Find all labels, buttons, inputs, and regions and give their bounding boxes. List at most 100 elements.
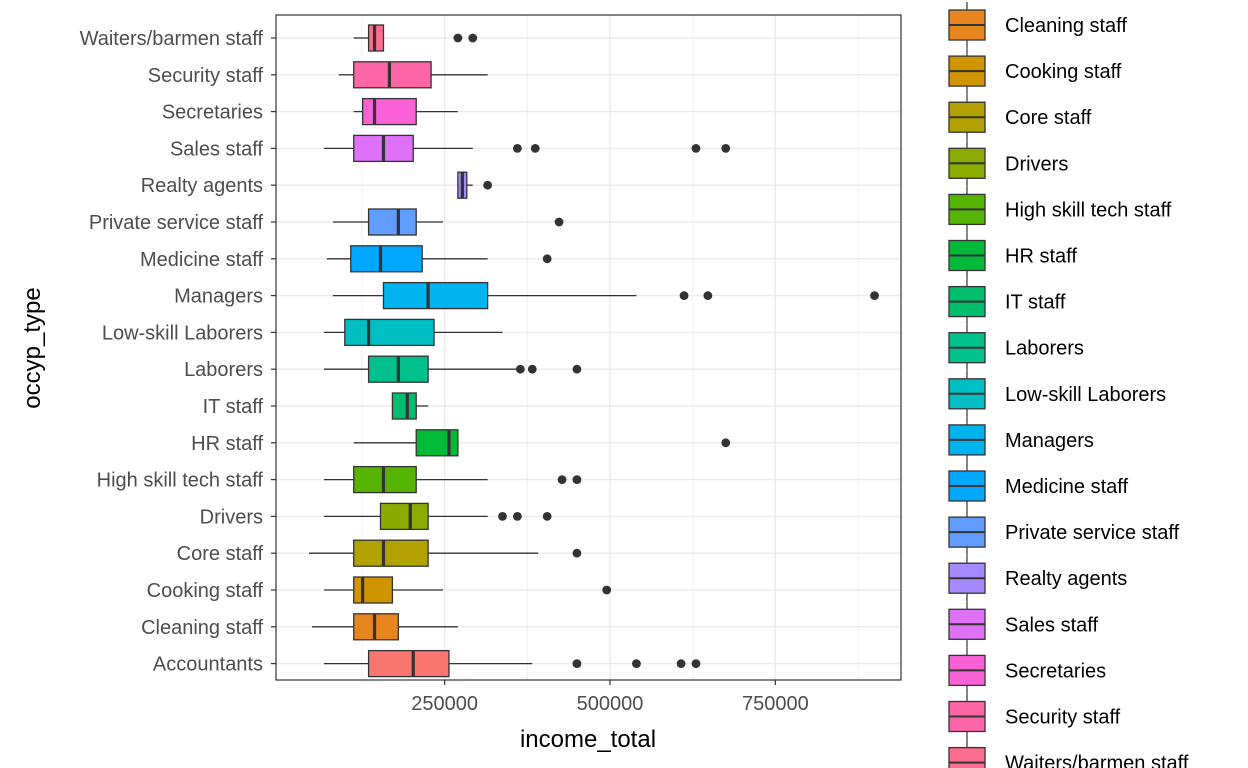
y-tick-label: Waiters/barmen staff [80, 28, 264, 50]
box-private-service-staff [332, 208, 564, 236]
y-tick-label: Drivers [200, 506, 263, 528]
boxes [309, 24, 879, 678]
legend-key-box [948, 746, 986, 768]
legend-label: Realty agents [1005, 568, 1127, 590]
outlier-point [542, 254, 552, 264]
legend-label: Cooking staff [1005, 61, 1122, 83]
outlier-point [515, 364, 525, 374]
legend-item: Medicine staff [948, 463, 1128, 509]
legend-item: Waiters/barmen staff [948, 739, 1189, 768]
x-axis-ticks: 250000 500000 750000 [411, 680, 809, 715]
box-realty-agents [457, 171, 493, 199]
box-sales-staff [323, 134, 731, 163]
outlier-point [554, 217, 564, 227]
box-iqr [344, 318, 435, 347]
outlier-point [572, 475, 582, 484]
legend-label: Drivers [1005, 153, 1068, 175]
y-tick-label: HR staff [191, 433, 263, 455]
outlier-point [632, 659, 641, 668]
legend-item: Security staff [948, 693, 1121, 740]
legend-label: Private service staff [1005, 522, 1180, 544]
y-tick-label: IT staff [203, 396, 264, 418]
legend: Cleaning staff Cooking staff Core staff Dri… [948, 2, 1189, 768]
box-security-staff [338, 61, 488, 89]
box-iqr [350, 245, 423, 273]
box-iqr [415, 429, 459, 457]
x-axis-title: income_total [520, 726, 656, 753]
box-high-skill-tech-staff [323, 465, 582, 494]
outlier-point [679, 291, 689, 300]
box-cleaning-staff [312, 613, 458, 641]
legend-label: IT staff [1005, 292, 1066, 314]
box-cooking-staff [323, 576, 612, 604]
y-tick-label: Secretaries [162, 102, 263, 124]
box-iqr [391, 392, 417, 420]
legend-item: Core staff [948, 94, 1092, 141]
box-iqr [361, 97, 417, 126]
outlier-point [691, 144, 701, 153]
legend-item: Secretaries [948, 647, 1106, 694]
x-tick-label: 250000 [411, 693, 478, 715]
box-drivers [323, 502, 552, 531]
outlier-point [870, 291, 879, 300]
legend-label: Secretaries [1005, 660, 1106, 682]
box-iqr [353, 61, 432, 89]
legend-label: Managers [1005, 430, 1094, 452]
box-core-staff [309, 539, 582, 567]
legend-label: Laborers [1005, 338, 1084, 360]
legend-item: HR staff [948, 232, 1077, 279]
box-it-staff [391, 392, 429, 420]
legend-label: Core staff [1005, 107, 1092, 129]
outlier-point [453, 33, 463, 43]
box-secretaries [353, 97, 458, 126]
legend-item: Drivers [948, 140, 1068, 187]
box-managers [332, 281, 879, 310]
outlier-point [530, 144, 540, 153]
legend-label: Medicine staff [1005, 476, 1128, 498]
y-tick-label: Core staff [177, 543, 264, 565]
y-tick-label: Cooking staff [147, 580, 264, 602]
box-iqr [353, 576, 394, 604]
outlier-point [703, 291, 713, 300]
x-tick-label: 750000 [742, 693, 809, 715]
legend-label: Low-skill Laborers [1005, 384, 1166, 406]
legend-label: High skill tech staff [1005, 199, 1172, 221]
box-medicine-staff [326, 245, 552, 273]
legend-label: HR staff [1005, 246, 1077, 268]
y-tick-label: Private service staff [89, 212, 264, 234]
legend-item: Cooking staff [948, 48, 1122, 95]
legend-item: Low-skill Laborers [948, 370, 1166, 417]
outlier-point [483, 180, 493, 190]
y-tick-label: Medicine staff [140, 249, 263, 271]
outlier-point [572, 364, 582, 374]
legend-item: IT staff [948, 278, 1066, 325]
y-axis-ticks: Accountants Cleaning staff Cooking staff Co… [80, 28, 276, 676]
outlier-point [602, 585, 612, 595]
legend-label: Waiters/barmen staff [1005, 753, 1189, 768]
box-iqr [379, 502, 429, 531]
y-tick-label: Accountants [153, 654, 263, 676]
box-iqr [353, 539, 429, 567]
box-iqr [367, 208, 417, 236]
box-iqr [382, 281, 489, 310]
outlier-point [721, 438, 731, 448]
y-tick-label: Laborers [184, 359, 263, 381]
x-tick-label: 500000 [577, 693, 644, 715]
y-tick-label: Realty agents [141, 175, 263, 197]
y-tick-label: Managers [174, 286, 263, 308]
box-accountants [323, 649, 701, 678]
plot-panel-border [275, 14, 902, 681]
y-tick-label: High skill tech staff [97, 470, 264, 492]
outlier-point [557, 475, 567, 484]
y-tick-label: Cleaning staff [141, 617, 263, 639]
box-waiters-barmen-staff [353, 24, 478, 52]
outlier-point [542, 512, 552, 521]
legend-label: Sales staff [1005, 614, 1098, 636]
legend-item: Managers [948, 416, 1094, 463]
outlier-point [676, 659, 686, 668]
outlier-point [721, 144, 731, 153]
y-tick-label: Security staff [148, 65, 264, 87]
legend-label: Cleaning staff [1005, 15, 1127, 37]
legend-item: Cleaning staff [948, 2, 1127, 48]
